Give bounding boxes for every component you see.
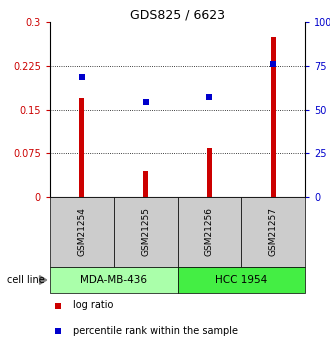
Text: GSM21255: GSM21255 [141, 207, 150, 256]
Bar [143, 171, 148, 197]
Title: GDS825 / 6623: GDS825 / 6623 [130, 8, 225, 21]
Bar [79, 98, 84, 197]
Bar [114, 197, 178, 267]
Bar [178, 267, 305, 293]
Text: log ratio: log ratio [73, 300, 113, 310]
Bar [50, 267, 178, 293]
Text: HCC 1954: HCC 1954 [215, 275, 267, 285]
Text: GSM21257: GSM21257 [269, 207, 278, 256]
Text: GSM21256: GSM21256 [205, 207, 214, 256]
Bar [207, 148, 212, 197]
Bar [241, 197, 305, 267]
Text: cell line: cell line [7, 275, 44, 285]
Text: GSM21254: GSM21254 [77, 208, 86, 256]
Text: MDA-MB-436: MDA-MB-436 [80, 275, 147, 285]
Polygon shape [40, 276, 47, 284]
Bar [271, 37, 276, 197]
Bar [178, 197, 241, 267]
Bar [50, 197, 114, 267]
Text: percentile rank within the sample: percentile rank within the sample [73, 325, 238, 335]
